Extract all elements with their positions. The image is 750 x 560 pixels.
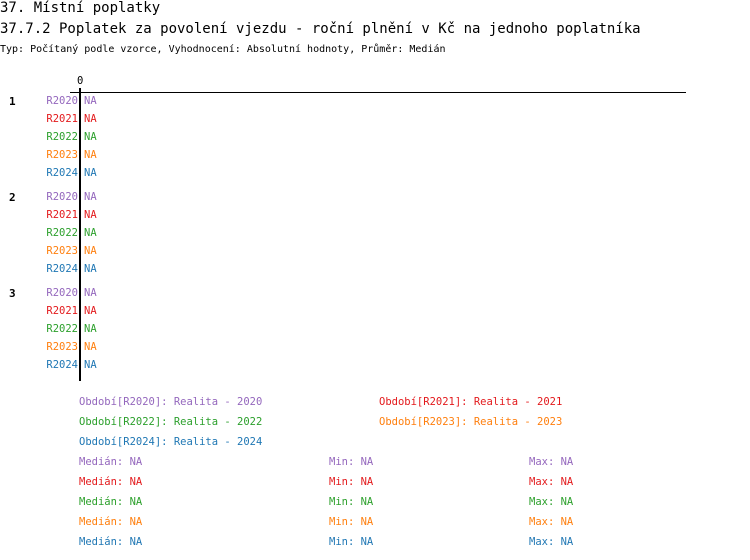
series-label: R2024 (46, 167, 78, 179)
bar-value-label: NA (84, 245, 97, 257)
series-label: R2023 (46, 245, 78, 257)
stat-min: Min: NA (329, 476, 374, 488)
series-label: R2022 (46, 227, 78, 239)
group-label: 2 (9, 191, 16, 204)
chart-title: 37.7.2 Poplatek za povolení vjezdu - roč… (0, 21, 641, 37)
group-label: 3 (9, 287, 16, 300)
stat-min: Min: NA (329, 496, 374, 508)
x-tick-label: 0 (77, 75, 84, 87)
group-label: 1 (9, 95, 16, 108)
series-label: R2022 (46, 323, 78, 335)
x-axis-line (70, 92, 686, 93)
chart-subtitle: Typ: Počítaný podle vzorce, Vyhodnocení:… (0, 44, 446, 55)
series-label: R2024 (46, 263, 78, 275)
series-label: R2021 (46, 113, 78, 125)
stat-median: Medián: NA (79, 536, 143, 548)
legend-entry: Období[R2020]: Realita - 2020 (79, 396, 263, 408)
stat-max: Max: NA (529, 496, 574, 508)
series-label: R2023 (46, 341, 78, 353)
bar-value-label: NA (84, 209, 97, 221)
bar-value-label: NA (84, 341, 97, 353)
stat-min: Min: NA (329, 516, 374, 528)
bar-value-label: NA (84, 263, 97, 275)
stat-max: Max: NA (529, 516, 574, 528)
stat-median: Medián: NA (79, 476, 143, 488)
bar-value-label: NA (84, 287, 97, 299)
series-label: R2024 (46, 359, 78, 371)
series-label: R2022 (46, 131, 78, 143)
bar-value-label: NA (84, 167, 97, 179)
stat-min: Min: NA (329, 456, 374, 468)
bar-value-label: NA (84, 323, 97, 335)
stat-median: Medián: NA (79, 496, 143, 508)
bar-value-label: NA (84, 227, 97, 239)
section-title: 37. Místní poplatky (0, 0, 161, 16)
legend-entry: Období[R2021]: Realita - 2021 (379, 396, 563, 408)
series-label: R2021 (46, 209, 78, 221)
stat-max: Max: NA (529, 536, 574, 548)
series-label: R2023 (46, 149, 78, 161)
series-label: R2020 (46, 287, 78, 299)
stat-median: Medián: NA (79, 516, 143, 528)
series-label: R2020 (46, 95, 78, 107)
stat-max: Max: NA (529, 456, 574, 468)
bar-value-label: NA (84, 95, 97, 107)
series-label: R2021 (46, 305, 78, 317)
stat-max: Max: NA (529, 476, 574, 488)
zero-axis-line (79, 88, 81, 381)
bar-value-label: NA (84, 131, 97, 143)
bar-value-label: NA (84, 113, 97, 125)
legend-entry: Období[R2022]: Realita - 2022 (79, 416, 263, 428)
bar-value-label: NA (84, 149, 97, 161)
legend-entry: Období[R2023]: Realita - 2023 (379, 416, 563, 428)
stat-min: Min: NA (329, 536, 374, 548)
series-label: R2020 (46, 191, 78, 203)
bar-value-label: NA (84, 359, 97, 371)
bar-value-label: NA (84, 305, 97, 317)
stat-median: Medián: NA (79, 456, 143, 468)
bar-value-label: NA (84, 191, 97, 203)
legend-entry: Období[R2024]: Realita - 2024 (79, 436, 263, 448)
